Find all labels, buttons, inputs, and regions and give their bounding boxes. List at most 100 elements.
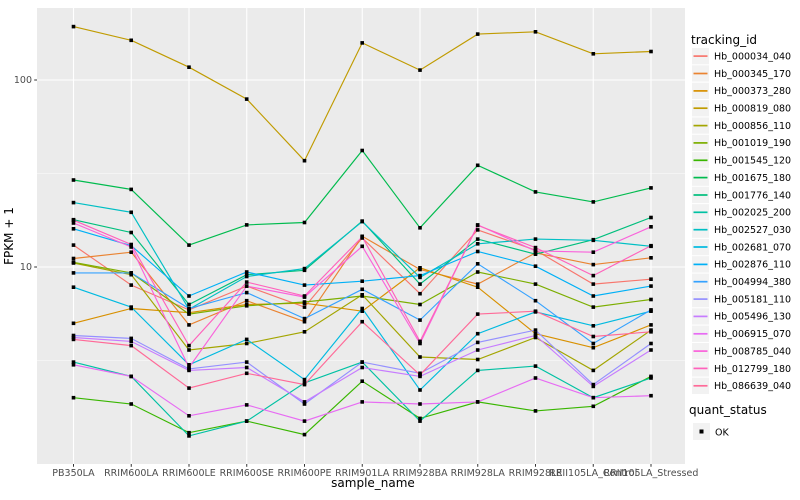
data-point-marker bbox=[187, 365, 191, 370]
data-point-marker bbox=[244, 365, 249, 370]
data-point-marker bbox=[475, 357, 480, 362]
data-point-marker bbox=[187, 368, 191, 373]
data-point-marker bbox=[418, 355, 422, 359]
data-point-marker bbox=[591, 384, 596, 389]
data-point-marker bbox=[302, 266, 307, 271]
data-point-marker bbox=[591, 52, 596, 56]
data-point-marker bbox=[475, 331, 480, 336]
data-point-marker bbox=[360, 379, 364, 383]
data-point-marker bbox=[649, 297, 653, 302]
data-point-marker bbox=[649, 348, 653, 352]
data-point-marker bbox=[649, 393, 653, 398]
data-point-marker bbox=[244, 403, 249, 407]
data-point-marker bbox=[129, 187, 133, 192]
legend-label: Hb_001776_140 bbox=[714, 190, 791, 201]
legend-label: Hb_001675_180 bbox=[714, 173, 791, 184]
data-point-marker bbox=[71, 333, 76, 338]
data-point-marker bbox=[302, 158, 307, 163]
data-point-marker bbox=[244, 284, 249, 288]
data-point-marker bbox=[591, 282, 596, 286]
data-point-marker bbox=[475, 237, 480, 241]
data-point-marker bbox=[360, 219, 364, 224]
data-point-marker bbox=[244, 371, 249, 376]
legend-label: Hb_012799_180 bbox=[714, 364, 791, 375]
data-point-marker bbox=[71, 221, 76, 225]
data-point-marker bbox=[244, 223, 249, 227]
quant-status-label: OK bbox=[715, 428, 729, 439]
data-point-marker bbox=[71, 363, 76, 367]
data-point-marker bbox=[533, 409, 538, 413]
data-point-marker bbox=[591, 382, 596, 387]
quant-status-marker bbox=[699, 429, 704, 434]
data-point-marker bbox=[129, 343, 133, 348]
data-point-marker bbox=[187, 386, 191, 390]
data-point-marker bbox=[187, 434, 191, 438]
x-tick-label: RRII105LA_Stressed bbox=[604, 468, 699, 479]
data-point-marker bbox=[129, 242, 133, 247]
data-point-marker bbox=[360, 319, 364, 324]
data-point-marker bbox=[649, 277, 653, 281]
data-point-marker bbox=[71, 271, 76, 275]
data-point-marker bbox=[187, 312, 191, 316]
data-point-marker bbox=[360, 400, 364, 404]
data-point-marker bbox=[533, 298, 538, 303]
data-point-marker bbox=[475, 348, 480, 352]
data-point-marker bbox=[418, 291, 422, 296]
data-point-marker bbox=[302, 382, 307, 387]
data-point-marker bbox=[129, 374, 133, 379]
data-point-marker bbox=[244, 298, 249, 303]
legend-label: Hb_008785_040 bbox=[714, 346, 791, 357]
data-point-marker bbox=[360, 41, 364, 45]
x-tick-label: RRIM928LA bbox=[451, 468, 506, 479]
data-point-marker bbox=[475, 242, 480, 246]
data-point-marker bbox=[244, 360, 249, 364]
data-point-marker bbox=[533, 190, 538, 194]
data-point-marker bbox=[649, 323, 653, 327]
data-point-marker bbox=[418, 341, 422, 346]
data-point-marker bbox=[129, 283, 133, 287]
data-point-marker bbox=[418, 388, 422, 392]
data-point-marker bbox=[302, 432, 307, 437]
data-point-marker bbox=[71, 285, 76, 289]
data-point-marker bbox=[302, 419, 307, 423]
data-point-marker bbox=[418, 416, 422, 421]
data-point-marker bbox=[129, 210, 133, 215]
data-point-marker bbox=[360, 294, 364, 298]
x-tick-label: RRIM928BA bbox=[392, 468, 448, 479]
x-tick-label: RRII105LA_Control bbox=[549, 468, 637, 479]
data-point-marker bbox=[187, 348, 191, 352]
data-point-marker bbox=[302, 377, 307, 382]
data-point-marker bbox=[475, 32, 480, 36]
data-point-marker bbox=[533, 245, 538, 250]
data-point-marker bbox=[302, 300, 307, 304]
x-tick-label: RRIM600SE bbox=[220, 468, 274, 479]
y-tick-label: 10 bbox=[20, 262, 32, 273]
data-point-marker bbox=[71, 395, 76, 400]
data-point-marker bbox=[475, 282, 480, 286]
data-point-marker bbox=[244, 337, 249, 342]
data-point-marker bbox=[129, 271, 133, 275]
data-point-marker bbox=[360, 244, 364, 249]
data-point-marker bbox=[475, 312, 480, 316]
data-point-marker bbox=[71, 227, 76, 231]
data-point-marker bbox=[418, 275, 422, 280]
data-point-marker bbox=[418, 68, 422, 72]
legend-label: Hb_004994_380 bbox=[714, 277, 791, 288]
data-point-marker bbox=[302, 294, 307, 298]
y-tick-label: 100 bbox=[14, 75, 32, 86]
data-point-marker bbox=[591, 334, 596, 339]
legend-label: Hb_000856_110 bbox=[714, 121, 791, 132]
data-point-marker bbox=[418, 339, 422, 344]
data-point-marker bbox=[187, 302, 191, 307]
legend-label: Hb_005496_130 bbox=[714, 312, 791, 323]
legend-label: Hb_002527_030 bbox=[714, 225, 791, 236]
x-tick-label: RRIM928LE bbox=[509, 468, 563, 479]
data-point-marker bbox=[360, 306, 364, 311]
data-point-marker bbox=[649, 215, 653, 220]
legend-title-tracking-id: tracking_id bbox=[691, 33, 757, 47]
data-point-marker bbox=[649, 308, 653, 312]
data-point-marker bbox=[591, 305, 596, 309]
data-point-marker bbox=[418, 266, 422, 270]
data-point-marker bbox=[187, 306, 191, 311]
